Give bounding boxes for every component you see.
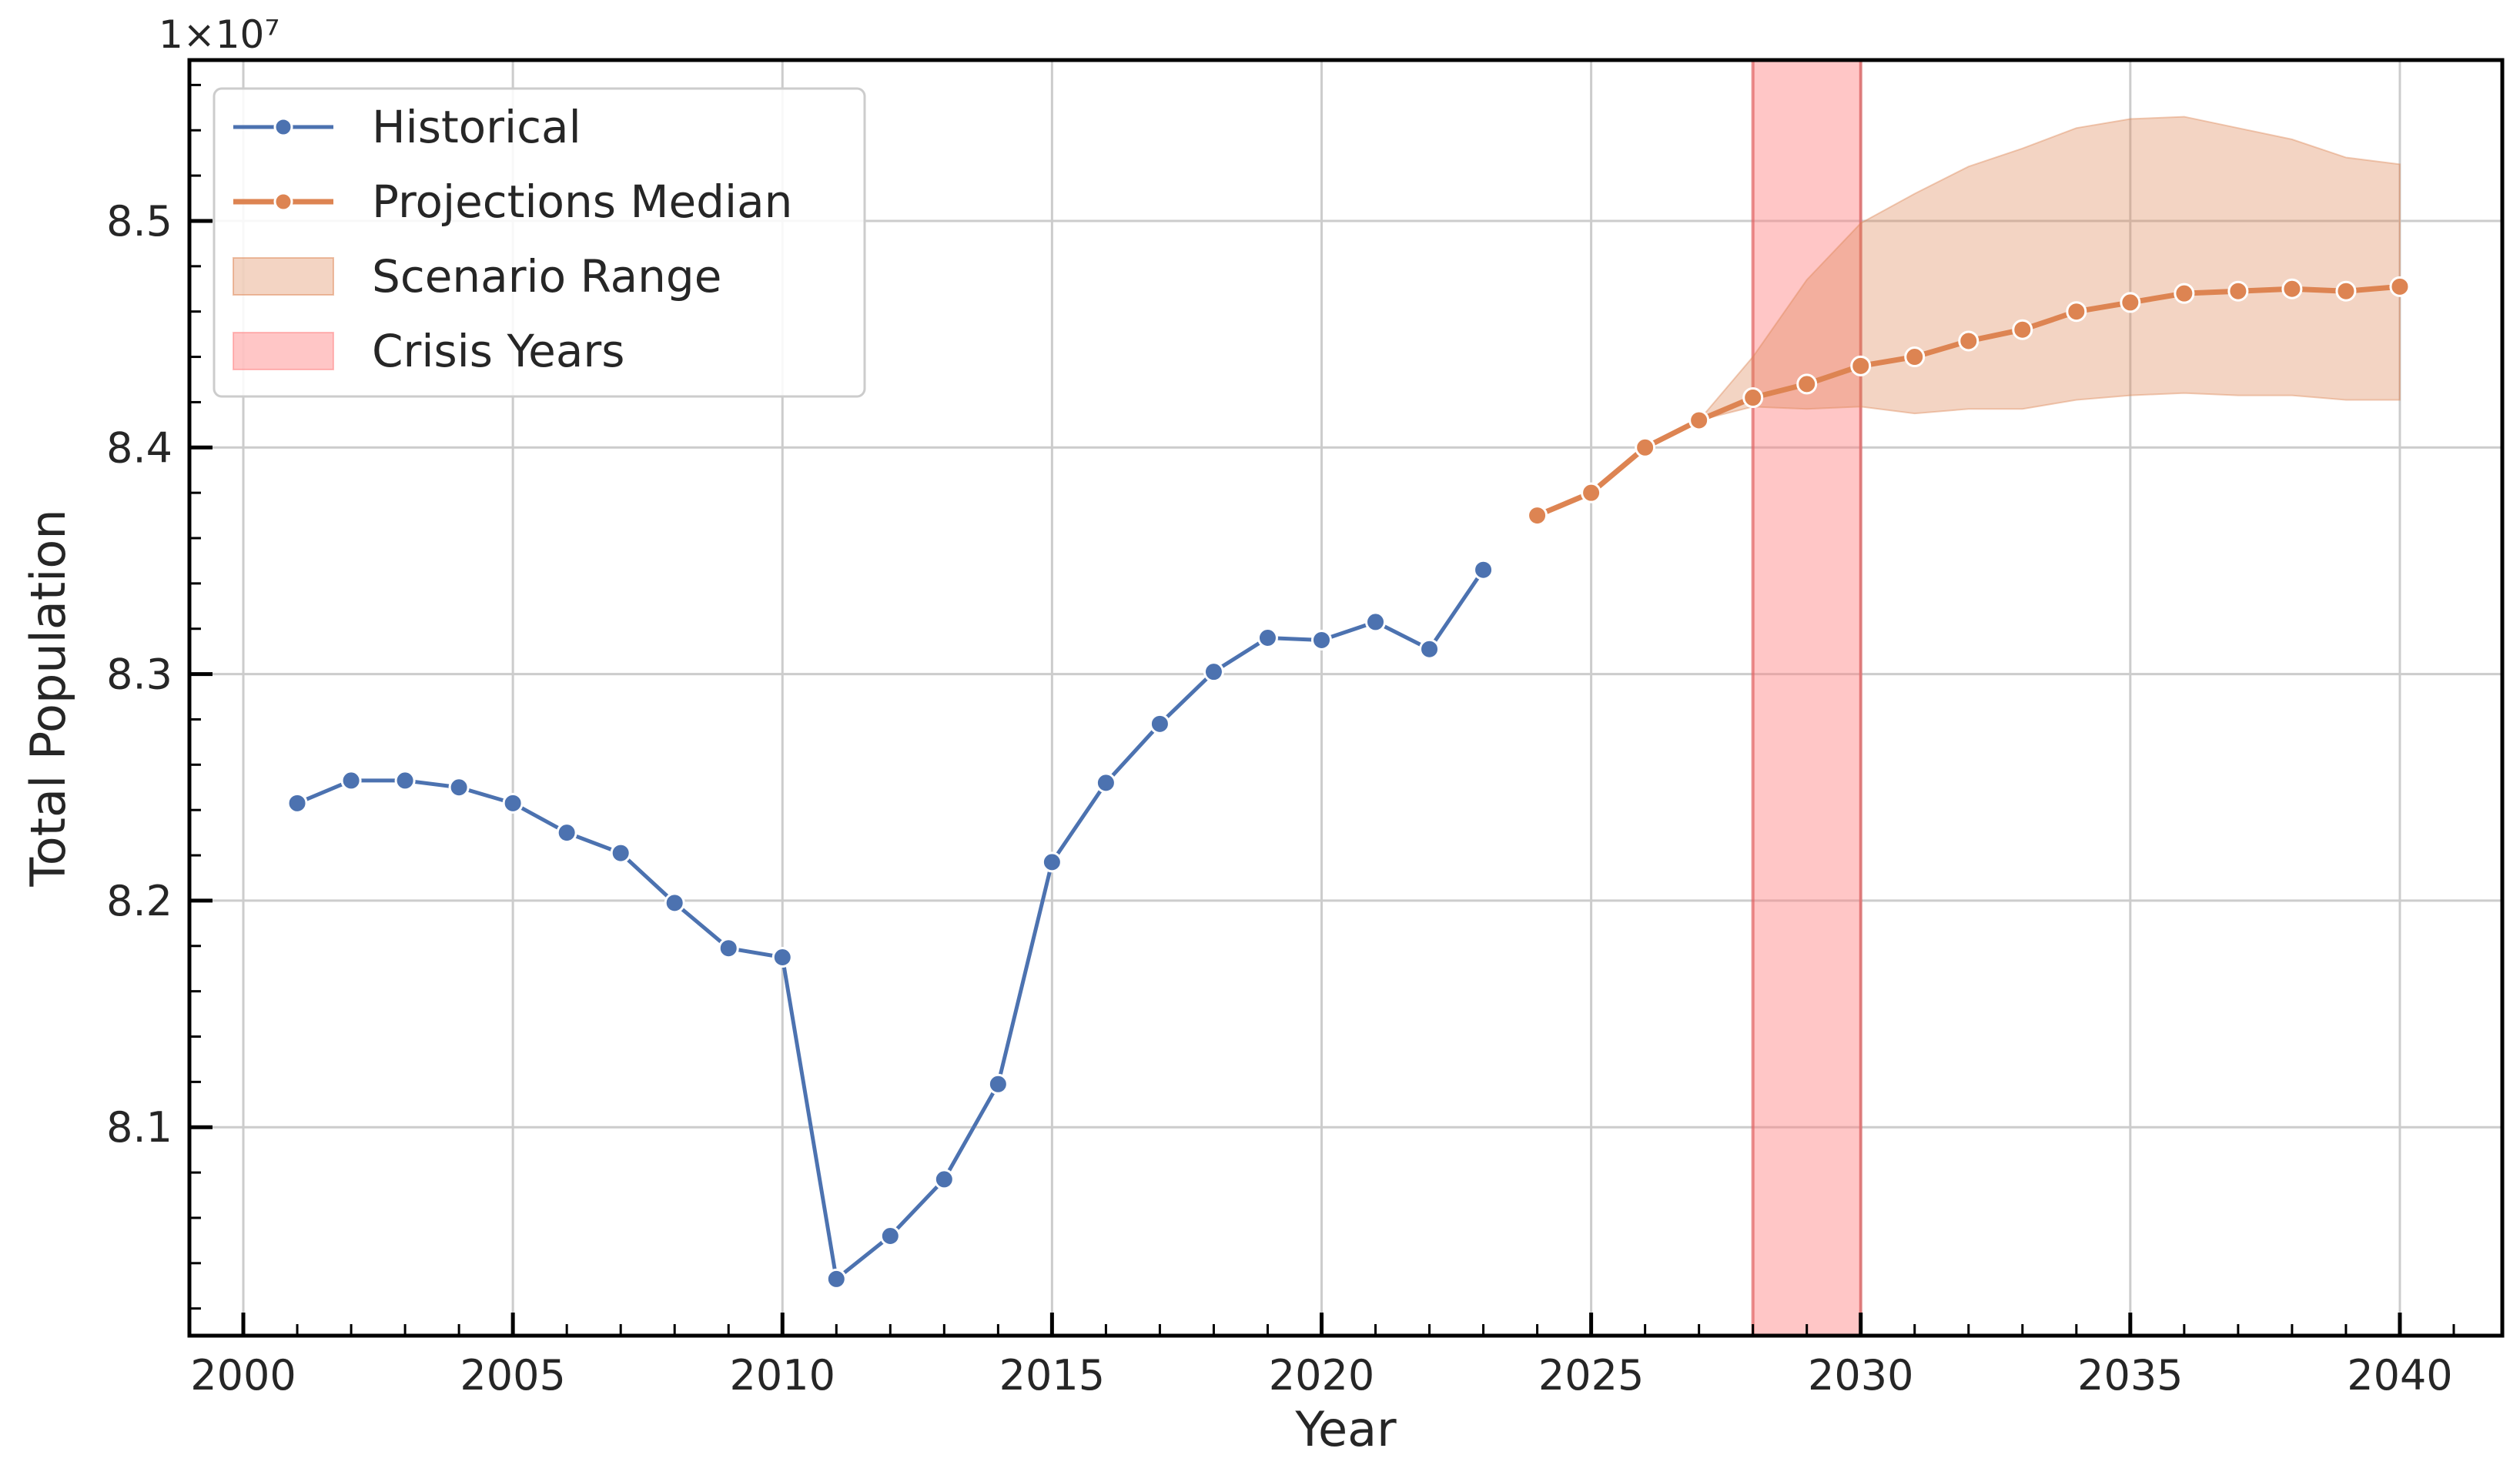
projection-point: [2227, 280, 2249, 302]
series-markers-layer: [286, 276, 2411, 1289]
historical-point: [1149, 713, 1170, 734]
legend-label: Projections Median: [372, 176, 792, 228]
projection-point: [1581, 482, 1602, 503]
projection-point: [2174, 283, 2195, 304]
historical-point: [340, 770, 362, 791]
series-lines-layer: [295, 283, 2403, 1281]
projection-point: [1742, 387, 1764, 409]
historical-point: [1041, 851, 1063, 873]
legend-key-crisis-years: [233, 332, 334, 370]
y-axis-label: Total Population: [20, 509, 76, 887]
projection-point: [1796, 373, 1818, 395]
historical-point: [771, 946, 793, 968]
historical-point: [610, 842, 631, 864]
historical-point: [448, 777, 470, 798]
historical-point: [1257, 627, 1278, 649]
x-tick-label: 2030: [1808, 1351, 1913, 1400]
projection-point: [1527, 505, 1548, 527]
projection-point: [2281, 278, 2303, 299]
projection-point: [1958, 330, 1980, 352]
y-tick-label: 8.1: [106, 1103, 172, 1152]
y-tick-label: 8.3: [106, 651, 172, 699]
historical-point: [879, 1226, 901, 1247]
x-tick-label: 2010: [730, 1351, 835, 1400]
x-tick-label: 2035: [2077, 1351, 2183, 1400]
historical-point: [286, 792, 308, 814]
grid-lines: [189, 60, 2502, 1336]
legend: Historical Projections Median Scenario Ran…: [213, 87, 866, 398]
historical-point: [1419, 638, 1441, 660]
historical-point: [1473, 559, 1494, 580]
historical-point: [664, 892, 685, 914]
x-tick-label: 2000: [190, 1351, 296, 1400]
y-tick-label: 8.5: [106, 197, 172, 246]
historical-point: [718, 938, 739, 959]
historical-point: [1095, 772, 1116, 794]
x-tick-label: 2025: [1538, 1351, 1644, 1400]
legend-label: Crisis Years: [372, 325, 624, 377]
historical-point: [1310, 629, 1332, 651]
crisis-span-layer: [1751, 60, 1862, 1336]
historical-point: [987, 1073, 1009, 1095]
historical-point: [933, 1169, 955, 1190]
legend-label: Scenario Range: [372, 250, 721, 303]
historical-point: [1203, 661, 1224, 683]
legend-label: Historical: [372, 101, 581, 153]
historical-point: [394, 770, 416, 791]
plot-frame: [187, 58, 2505, 1338]
legend-key-scenario-range: [233, 257, 334, 296]
projection-point: [2120, 292, 2141, 313]
historical-point: [825, 1268, 847, 1289]
y-tick-label: 8.4: [106, 423, 172, 472]
x-tick-label: 2015: [999, 1351, 1105, 1400]
projection-point: [2066, 301, 2087, 323]
historical-point: [502, 792, 524, 814]
legend-marker-projections-median: [273, 192, 293, 212]
legend-box: [213, 87, 866, 398]
projection-point: [1904, 346, 1926, 368]
projection-point: [1850, 355, 1872, 376]
legend-marker-historical: [273, 117, 293, 137]
ticks-layer: 2000 2005 2010 2015 2020 2025 2030 2035 2040 8.1 8…: [106, 83, 2455, 1400]
x-axis-label: Year: [1294, 1401, 1397, 1457]
crisis-years-span: [1752, 60, 1861, 1336]
projection-point: [1688, 410, 1710, 431]
y-offset-label: 1×10⁷: [159, 12, 279, 57]
x-tick-label: 2040: [2347, 1351, 2452, 1400]
historical-point: [556, 822, 577, 844]
projection-point: [2335, 280, 2357, 302]
projection-point: [2012, 319, 2033, 340]
x-tick-label: 2020: [1269, 1351, 1374, 1400]
x-tick-label: 2005: [460, 1351, 565, 1400]
projection-point: [2389, 276, 2411, 297]
y-tick-label: 8.2: [106, 877, 172, 925]
historical-point: [1365, 611, 1387, 633]
projection-point: [1635, 436, 1656, 458]
historical-line: [295, 567, 1486, 1281]
